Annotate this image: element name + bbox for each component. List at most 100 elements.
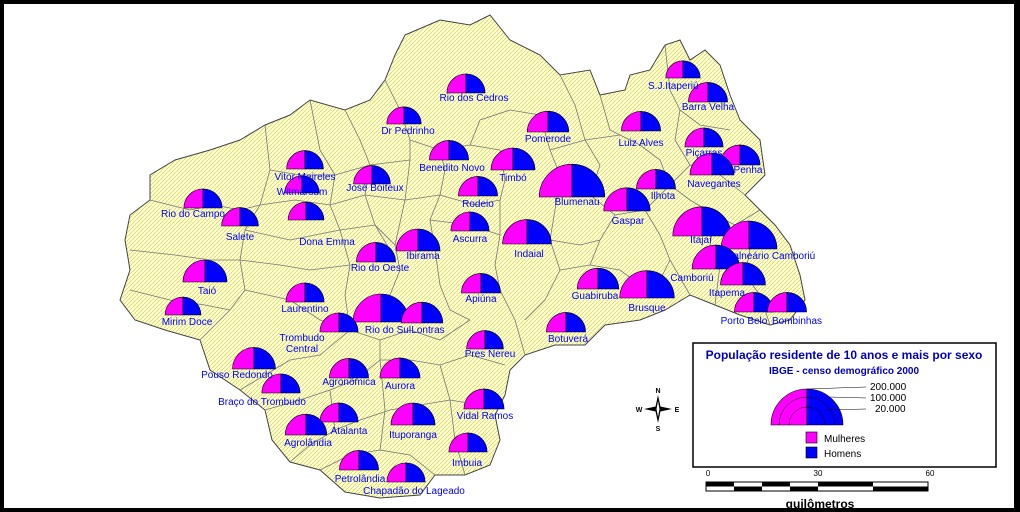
label-lontras: Lontras bbox=[411, 325, 444, 336]
label-rio-do-oeste: Rio do Oeste bbox=[351, 263, 410, 274]
pie-guabiruba bbox=[576, 267, 620, 290]
wedge-homens bbox=[358, 450, 379, 471]
wedge-homens bbox=[202, 188, 223, 209]
wedge-homens bbox=[253, 347, 276, 370]
pie-rio-do-campo bbox=[183, 188, 223, 209]
compass-s: S bbox=[656, 426, 661, 433]
label-atalanta: Atalanta bbox=[331, 426, 368, 437]
label-laurentino: Laurentino bbox=[281, 304, 329, 315]
legend-subtitle: IBGE - censo demográfico 2000 bbox=[769, 366, 919, 377]
pie-agrolandia bbox=[284, 413, 328, 436]
label-balneario-camboriu: Balneário Camboriú bbox=[727, 251, 815, 262]
label-blumenau: Blumenau bbox=[554, 197, 599, 208]
legend: População residente de 10 anos e mais po… bbox=[692, 342, 997, 468]
pie-timbo bbox=[490, 147, 536, 171]
wedge-homens bbox=[305, 201, 325, 221]
wedge-homens bbox=[305, 413, 328, 436]
pie-pres-nereu bbox=[466, 330, 504, 350]
pie-apiuna bbox=[461, 273, 501, 294]
label-aurora: Aurora bbox=[385, 381, 415, 392]
wedge-homens bbox=[565, 312, 586, 333]
pie-pomerode bbox=[526, 110, 570, 133]
label-navegantes: Navegantes bbox=[687, 179, 740, 190]
wedge-homens bbox=[304, 282, 325, 303]
compass-n: N bbox=[655, 388, 660, 395]
label-apiuna: Apiúna bbox=[465, 294, 497, 305]
wedge-homens bbox=[707, 82, 728, 103]
legend-size-20000: 20.000 bbox=[875, 404, 906, 415]
wedge-homens bbox=[682, 60, 701, 79]
pie-mirim-doce bbox=[164, 296, 202, 316]
label-agrolandia: Agrolândia bbox=[284, 438, 332, 449]
wedge-homens bbox=[239, 207, 259, 227]
pie-blumenau bbox=[538, 163, 606, 198]
pie-dona-emma bbox=[287, 201, 325, 221]
pie-pouso-redondo bbox=[232, 347, 276, 370]
wedge-homens bbox=[338, 312, 359, 333]
wedge-homens bbox=[742, 262, 766, 286]
scale-tick-30: 30 bbox=[814, 469, 823, 478]
legend-label-homens: Homens bbox=[824, 449, 861, 460]
north-arrow-icon: N S E W bbox=[636, 388, 680, 433]
label-itapema: Itapema bbox=[709, 288, 746, 299]
scale-bar: 0 30 60 quilômetros bbox=[705, 469, 935, 511]
wedge-homens bbox=[421, 301, 444, 324]
pie-benedito-novo bbox=[429, 140, 469, 161]
label-botuvera: Botuverá bbox=[548, 334, 588, 345]
scale-unit: quilômetros bbox=[786, 497, 855, 511]
label-ilhota: Ilhota bbox=[651, 191, 676, 202]
label-petrolandia: Petrolândia bbox=[335, 474, 386, 485]
pie-ilhota bbox=[636, 169, 676, 190]
wedge-homens bbox=[480, 273, 501, 294]
label-pouso-redondo: Pouso Redondo bbox=[201, 370, 273, 381]
municipality-borders bbox=[129, 44, 771, 476]
wedge-homens bbox=[304, 150, 324, 170]
wedge-homens bbox=[711, 152, 735, 176]
label-porto-belo: Porto Belo bbox=[721, 316, 768, 327]
label-mirim-doce: Mirim Doce bbox=[162, 317, 213, 328]
pie-rio-dos-cedros bbox=[446, 73, 486, 94]
label-luiz-alves: Luiz Alves bbox=[618, 138, 663, 149]
pie-witmarsum bbox=[284, 175, 320, 194]
wedge-homens bbox=[512, 147, 536, 171]
pie-picarras bbox=[684, 127, 724, 148]
municipality-labels: S.J.Itaperiú Barra Velha Rio dos Cedros Dr … bbox=[161, 81, 822, 497]
scale-tick-0: 0 bbox=[706, 469, 711, 478]
label-camboriu: Camboriú bbox=[670, 273, 713, 284]
pie-lontras bbox=[400, 301, 444, 324]
wedge-homens bbox=[348, 358, 369, 379]
pie-ituporanga bbox=[390, 402, 436, 426]
legend-title: População residente de 10 anos e mais po… bbox=[706, 348, 983, 362]
pie-atalanta bbox=[319, 402, 359, 423]
label-rio-dos-cedros: Rio dos Cedros bbox=[440, 93, 509, 104]
wedge-homens bbox=[204, 259, 228, 283]
pie-aurora bbox=[379, 357, 421, 379]
wedge-homens bbox=[786, 292, 807, 313]
wedge-homens bbox=[467, 432, 488, 453]
wedge-homens bbox=[655, 169, 676, 190]
wedge-homens bbox=[412, 402, 436, 426]
wedge-homens bbox=[371, 165, 391, 185]
label-rio-do-sul: Rio do Sul bbox=[365, 325, 411, 336]
pie-vidal-ramos bbox=[463, 388, 505, 410]
pie-imbuia bbox=[448, 432, 488, 453]
label-ituporanga: Ituporanga bbox=[389, 430, 437, 441]
wedge-homens bbox=[526, 219, 552, 245]
legend-size-200000: 200.000 bbox=[870, 382, 907, 393]
label-pres-nereu: Pres Nereu bbox=[465, 349, 516, 360]
label-rodeio: Rodeio bbox=[462, 199, 494, 210]
label-vidal-ramos: Vidal Ramos bbox=[457, 411, 514, 422]
pie-symbols bbox=[164, 60, 807, 483]
wedge-homens bbox=[375, 242, 396, 263]
label-chapadao-do-lageado: Chapadão do Lageado bbox=[363, 486, 465, 497]
wedge-homens bbox=[465, 73, 486, 94]
wedge-homens bbox=[280, 373, 301, 394]
wedge-homens bbox=[483, 388, 505, 410]
label-bombinhas: Bombinhas bbox=[772, 316, 822, 327]
wedge-homens bbox=[301, 175, 320, 194]
pie-navegantes bbox=[689, 152, 735, 176]
label-indaial: Indaial bbox=[514, 249, 543, 260]
label-dona-emma: Dona Emma bbox=[299, 237, 355, 248]
wedge-homens bbox=[646, 270, 675, 299]
